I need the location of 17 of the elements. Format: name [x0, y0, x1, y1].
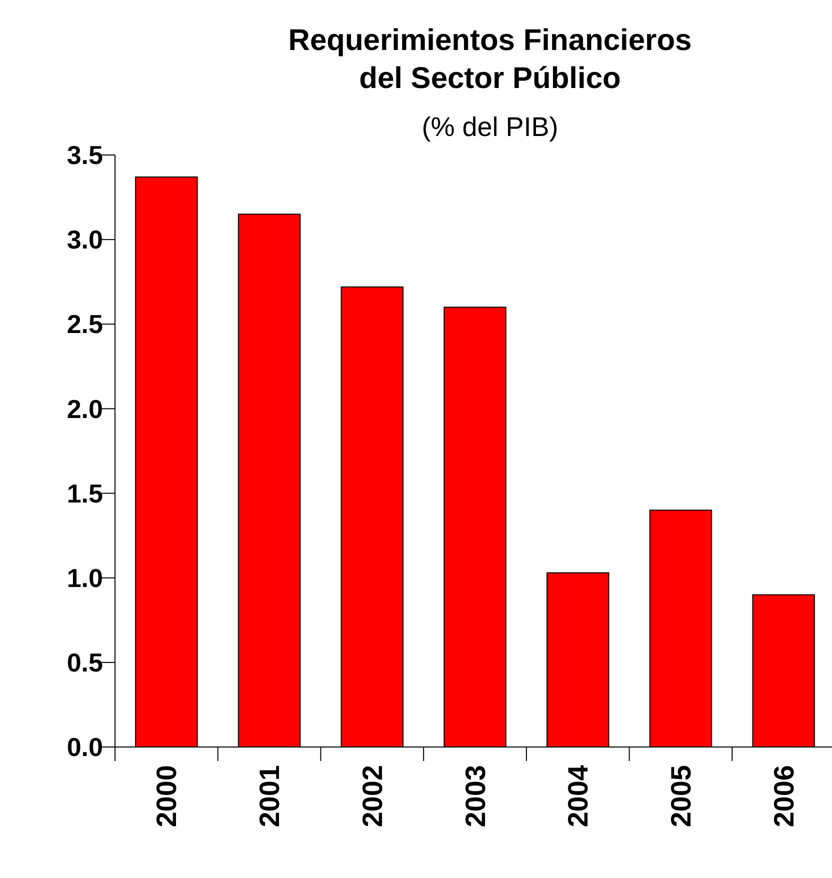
x-tick-label: 2003: [460, 765, 491, 828]
chart-title: Requerimientos Financieros del Sector Público: [288, 24, 692, 95]
y-tick-label: 1.5: [66, 478, 103, 508]
y-tick-label: 0.5: [66, 648, 103, 678]
y-tick-label: 2.0: [66, 394, 103, 424]
chart-subtitle: (% del PIB): [422, 112, 558, 142]
x-tick-label: 2002: [356, 765, 388, 828]
y-tick-label: 3.5: [66, 140, 103, 170]
x-tick-label: 2001: [254, 765, 286, 828]
x-tick-label: 2000: [151, 765, 182, 828]
y-tick-label: 1.0: [66, 562, 103, 593]
x-tick-label: 2004: [562, 764, 594, 828]
x-tick-label: 2005: [666, 765, 697, 828]
y-tick-label: 0.0: [66, 732, 103, 762]
y-tick-label: 2.5: [66, 309, 103, 340]
x-tick-label: 2006: [768, 765, 800, 828]
y-tick-label: 3.0: [66, 224, 103, 255]
